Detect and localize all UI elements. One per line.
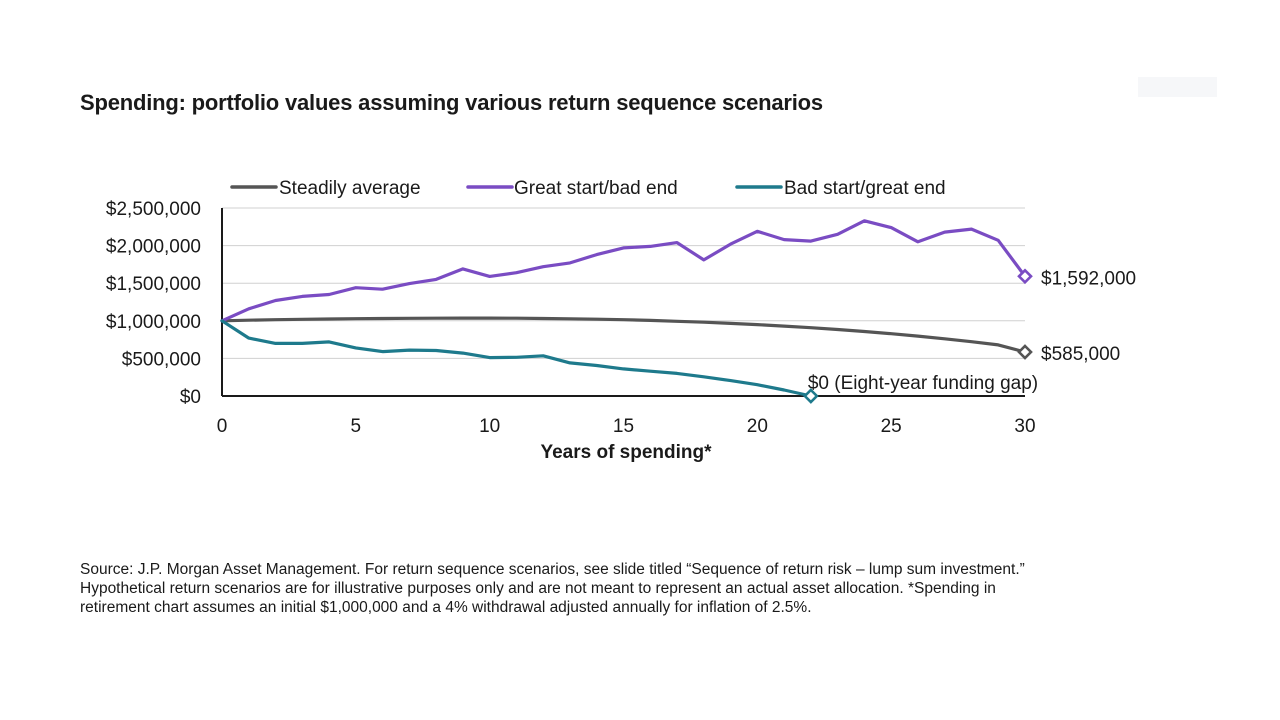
legend-label-2: Great start/bad end	[514, 178, 678, 199]
end-label-2: $1,592,000	[1041, 268, 1136, 289]
y-tick-label: $2,000,000	[106, 237, 201, 258]
end-label-1: $585,000	[1041, 344, 1120, 365]
axes: $0 $500,000 $1,000,000 $1,500,000 $2,000,000…	[106, 199, 1036, 437]
corner-placeholder-box	[1138, 77, 1217, 97]
x-tick-label: 0	[217, 416, 228, 437]
x-tick-label: 20	[747, 416, 768, 437]
source-note: Source: J.P. Morgan Asset Management. Fo…	[80, 560, 1190, 617]
series-line-3	[220, 319, 813, 398]
source-line-1: Source: J.P. Morgan Asset Management. Fo…	[80, 561, 1025, 578]
end-marker-3	[803, 388, 819, 404]
source-line-2: Hypothetical return scenarios are for il…	[80, 580, 996, 597]
source-line-3: retirement chart assumes an initial $1,0…	[80, 599, 812, 616]
y-tick-label: $2,500,000	[106, 199, 201, 220]
legend-label-3: Bad start/great end	[784, 178, 946, 199]
x-tick-label: 15	[613, 416, 634, 437]
end-label-3: $0 (Eight-year funding gap)	[808, 373, 1038, 394]
y-tick-label: $0	[180, 387, 201, 408]
y-tick-label: $500,000	[122, 349, 201, 370]
x-tick-label: 30	[1014, 416, 1035, 437]
x-axis-label: Years of spending*	[540, 442, 712, 463]
x-tick-label: 25	[881, 416, 902, 437]
legend: Steadily average Great start/bad end Bad s…	[230, 178, 946, 199]
end-marker-2	[1017, 268, 1033, 285]
series-lines	[220, 219, 1027, 398]
series-line-2	[220, 219, 1027, 323]
x-tick-label: 5	[351, 416, 362, 437]
x-tick-label: 10	[479, 416, 500, 437]
y-tick-label: $1,000,000	[106, 312, 201, 333]
y-tick-label: $1,500,000	[106, 274, 201, 295]
series-line-1	[220, 316, 1027, 354]
legend-label-1: Steadily average	[279, 178, 421, 199]
end-labels: $585,000 $1,592,000 $0 (Eight-year funding…	[803, 268, 1136, 404]
end-marker-1	[1017, 344, 1033, 360]
chart-title: Spending: portfolio values assuming vari…	[80, 90, 823, 115]
